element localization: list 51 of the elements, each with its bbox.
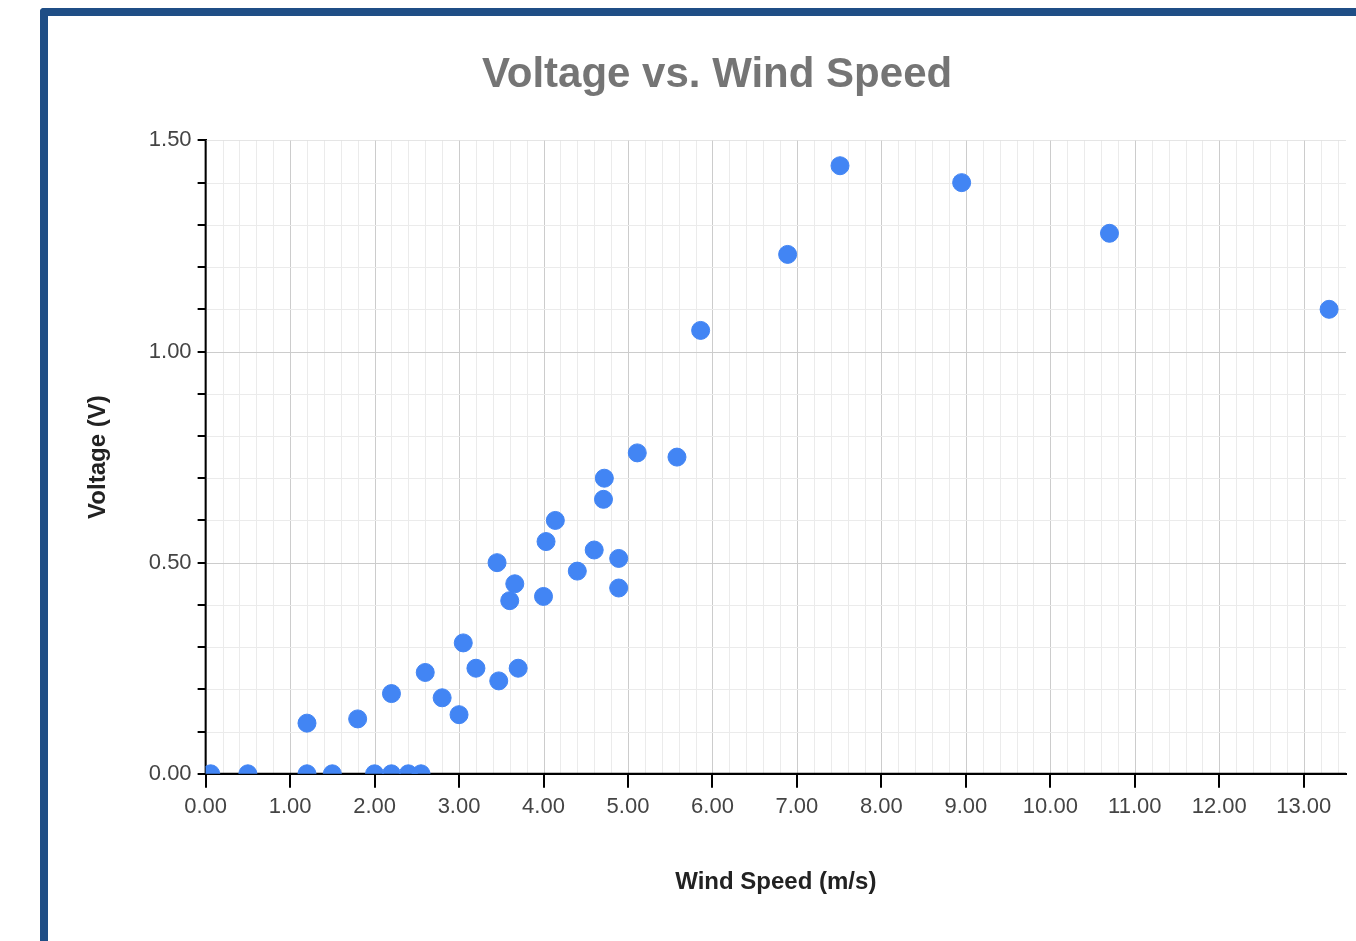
- point: [466, 658, 486, 678]
- point: [667, 447, 687, 467]
- x-tick-label: 4.00: [522, 793, 565, 819]
- x-tick-label: 12.00: [1191, 793, 1247, 819]
- x-tick-label: 3.00: [437, 793, 481, 819]
- point: [627, 443, 647, 463]
- x-tick-label: 11.00: [1108, 793, 1162, 819]
- x-tick-label: 5.00: [606, 793, 650, 819]
- y-axis-title: Voltage (V): [83, 395, 111, 519]
- point: [453, 633, 473, 653]
- point: [778, 244, 798, 264]
- x-tick-label: 10.00: [1022, 793, 1078, 819]
- y-tick-label: 1.00: [148, 337, 192, 363]
- x-tick-label: 0.00: [184, 793, 228, 819]
- x-tick-label: 9.00: [944, 793, 988, 819]
- point: [1319, 299, 1339, 319]
- x-tick-label: 2.00: [353, 793, 396, 819]
- point: [534, 586, 554, 606]
- x-tick-label: 6.00: [691, 793, 734, 819]
- x-axis-title: Wind Speed (m/s): [675, 867, 877, 895]
- point: [593, 489, 613, 509]
- point: [609, 548, 629, 568]
- point: [609, 578, 629, 598]
- point: [545, 510, 565, 530]
- y-tick-label: 1.50: [148, 126, 192, 152]
- y-tick-label: 0.00: [148, 759, 192, 785]
- point: [297, 713, 317, 733]
- point: [432, 688, 452, 708]
- point: [505, 574, 525, 594]
- chart-title: Voltage vs. Wind Speed: [481, 48, 953, 96]
- x-tick-label: 1.00: [268, 793, 312, 819]
- y-tick-label: 0.50: [148, 548, 192, 574]
- x-tick-label: 7.00: [775, 793, 819, 819]
- point: [584, 540, 604, 560]
- x-tick-label: 8.00: [859, 793, 903, 819]
- point: [489, 671, 509, 691]
- x-tick-label: 13.00: [1276, 793, 1332, 819]
- point: [567, 561, 587, 581]
- point: [830, 156, 850, 176]
- point: [500, 591, 520, 611]
- point: [952, 173, 972, 193]
- point: [508, 658, 528, 678]
- point: [415, 662, 435, 682]
- point: [536, 532, 556, 552]
- point: [1099, 223, 1119, 243]
- point: [348, 709, 368, 729]
- point: [594, 468, 614, 488]
- point: [691, 320, 711, 340]
- point: [449, 705, 469, 725]
- point: [381, 684, 401, 704]
- point: [487, 553, 507, 573]
